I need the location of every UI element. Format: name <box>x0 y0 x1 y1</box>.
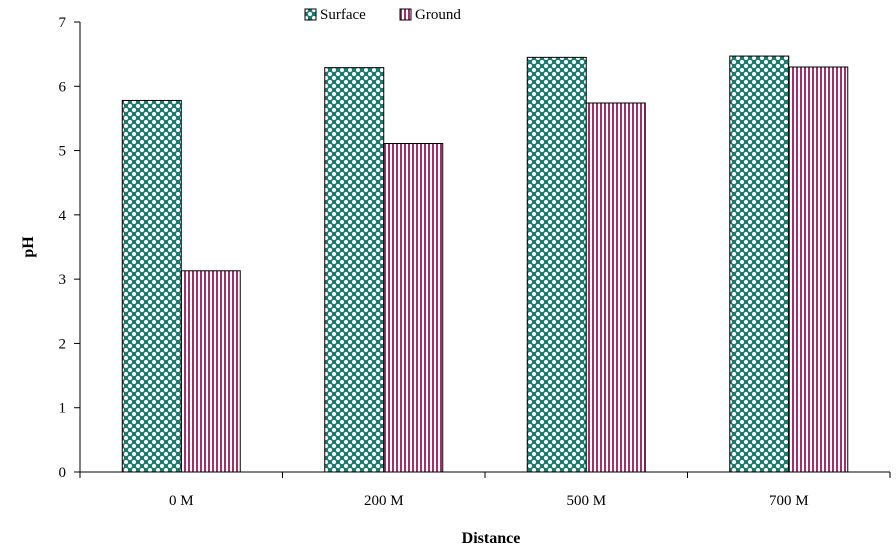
y-tick-label: 7 <box>59 15 67 31</box>
x-ticks: 0 M 200 M 500 M 700 M <box>79 472 891 509</box>
legend: Surface Ground <box>304 7 461 23</box>
x-tick-label: 700 M <box>769 493 809 509</box>
y-tick-label: 6 <box>59 79 67 95</box>
y-ticks: 0 1 2 3 4 5 6 7 <box>59 15 80 481</box>
x-axis-title: Distance <box>462 530 521 547</box>
bar-surface <box>324 67 385 473</box>
bar-ground <box>383 143 444 473</box>
y-tick-label: 5 <box>59 144 67 160</box>
legend-label-surface: Surface <box>320 7 366 23</box>
y-tick-label: 0 <box>59 465 67 481</box>
y-axis-title: pH <box>20 236 37 258</box>
bar-surface <box>121 99 182 473</box>
bar-ground <box>788 66 849 473</box>
y-tick-label: 3 <box>59 272 67 288</box>
y-tick-label: 1 <box>59 401 67 417</box>
x-tick-label: 500 M <box>566 493 606 509</box>
x-tick-label: 200 M <box>364 493 404 509</box>
y-tick-label: 4 <box>59 208 67 224</box>
bars <box>121 55 849 473</box>
legend-swatch-surface <box>304 8 317 21</box>
legend-label-ground: Ground <box>415 7 461 23</box>
bar-surface <box>526 56 587 473</box>
bar-surface <box>729 55 790 473</box>
bar-ground <box>585 102 646 473</box>
bar-ground <box>180 270 241 473</box>
y-tick-label: 2 <box>59 336 67 352</box>
x-tick-label: 0 M <box>169 493 194 509</box>
legend-swatch-ground <box>399 8 412 21</box>
